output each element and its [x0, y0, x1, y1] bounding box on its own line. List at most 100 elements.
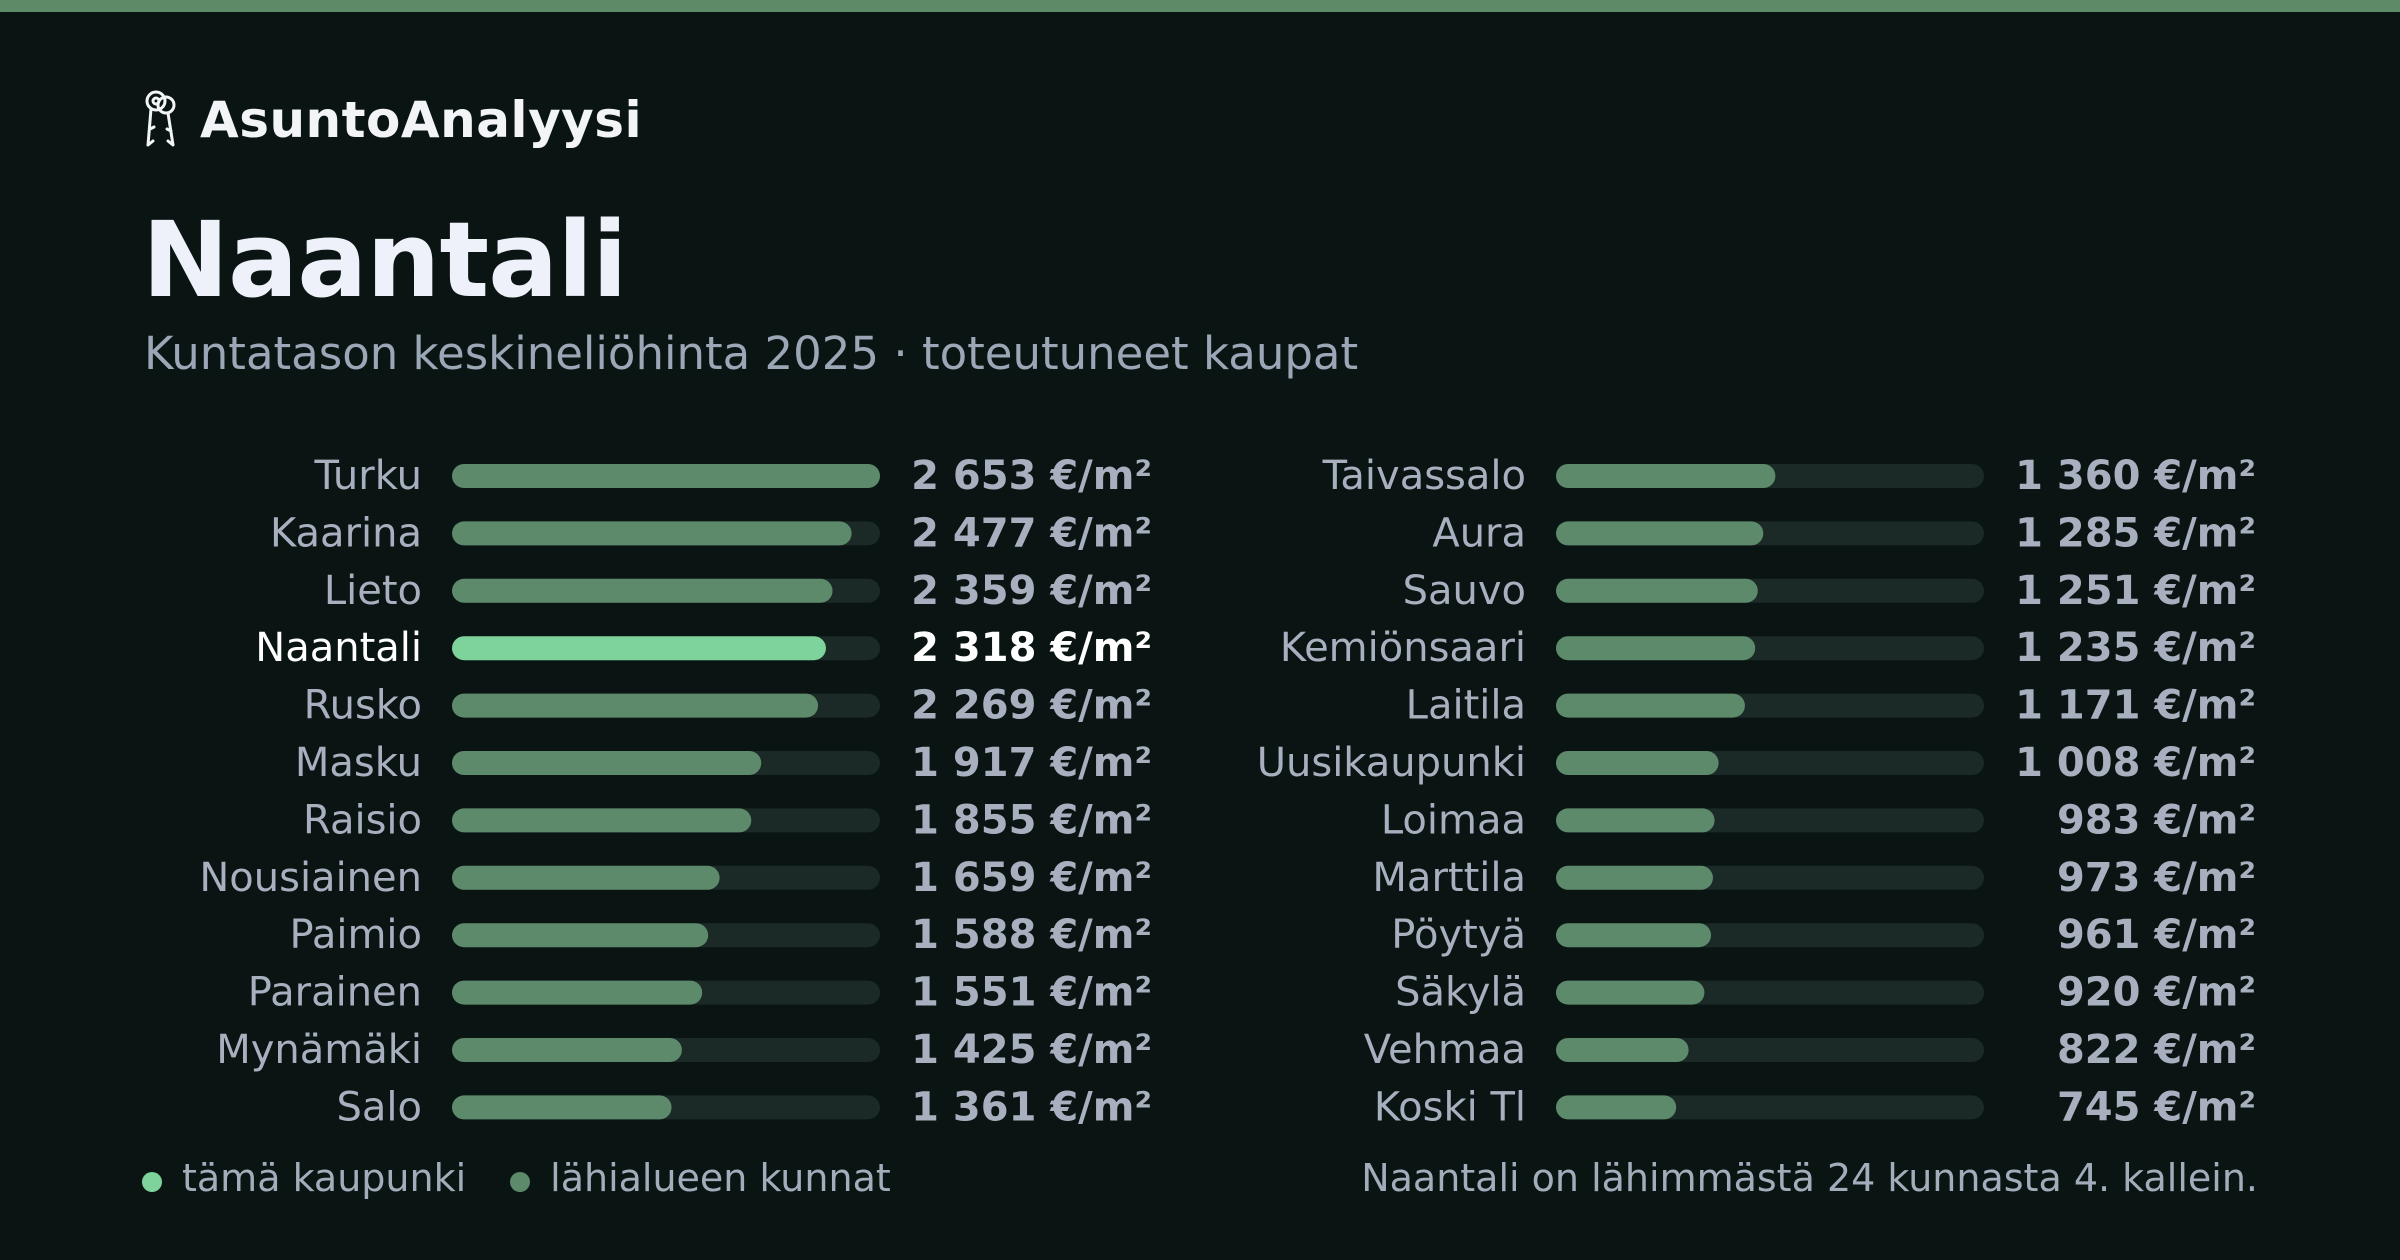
bar-row-uusikaupunki: Uusikaupunki 1 008 €/m²	[1257, 740, 2256, 786]
category-label: Turku	[314, 453, 422, 499]
legend-nearby-dot	[510, 1172, 531, 1192]
bar-row-masku: Masku 1 917 €/m²	[295, 740, 1152, 786]
bar-row-salo: Salo 1 361 €/m²	[337, 1084, 1153, 1130]
bar	[1556, 980, 1705, 1005]
bar-row-parainen: Parainen 1 551 €/m²	[248, 970, 1152, 1016]
value-label: 1 171 €/m²	[2015, 683, 2256, 729]
category-label: Loimaa	[1381, 797, 1526, 843]
value-label: 2 477 €/m²	[911, 510, 1152, 556]
category-label: Koski Tl	[1374, 1084, 1526, 1130]
bar	[452, 693, 819, 718]
value-label: 2 653 €/m²	[911, 453, 1152, 499]
bar	[1556, 1095, 1677, 1120]
bar-row-taivassalo: Taivassalo 1 360 €/m²	[1322, 453, 2256, 499]
bar	[1556, 521, 1764, 546]
legend-this-city-label: tämä kaupunki	[182, 1156, 467, 1200]
category-label: Raisio	[303, 797, 422, 843]
bar-row-sauvo: Sauvo 1 251 €/m²	[1403, 568, 2256, 614]
top-accent-stripe	[0, 0, 2400, 12]
bar-row-vehmaa: Vehmaa 822 €/m²	[1364, 1027, 2256, 1073]
value-label: 1 917 €/m²	[911, 740, 1152, 786]
bar-row-rusko: Rusko 2 269 €/m²	[304, 683, 1152, 729]
bar-row-lieto: Lieto 2 359 €/m²	[324, 568, 1152, 614]
legend-this-city-dot	[142, 1172, 162, 1192]
value-label: 961 €/m²	[2057, 912, 2256, 958]
category-label: Nousiainen	[199, 855, 422, 901]
category-label: Vehmaa	[1364, 1027, 1526, 1073]
category-label: Naantali	[255, 625, 422, 671]
bar	[452, 1038, 682, 1062]
category-label: Kemiönsaari	[1280, 625, 1526, 671]
category-label: Masku	[295, 740, 422, 786]
value-label: 920 €/m²	[2057, 970, 2256, 1016]
value-label: 1 360 €/m²	[2015, 453, 2256, 499]
bar-row-pöytyä: Pöytyä 961 €/m²	[1391, 912, 2256, 958]
bar	[452, 923, 709, 948]
bar-row-aura: Aura 1 285 €/m²	[1432, 510, 2256, 556]
bar	[1556, 923, 1712, 948]
value-label: 1 361 €/m²	[911, 1084, 1152, 1130]
bar-row-marttila: Marttila 973 €/m²	[1372, 855, 2256, 901]
brand-name: AsuntoAnalyysi	[200, 91, 643, 149]
category-label: Aura	[1432, 510, 1526, 556]
value-label: 2 318 €/m²	[911, 625, 1152, 671]
bar-row-laitila: Laitila 1 171 €/m²	[1406, 683, 2256, 729]
category-label: Säkylä	[1395, 970, 1526, 1016]
legend: tämä kaupunki lähialueen kunnat	[142, 1150, 891, 1206]
bar-row-kemiönsaari: Kemiönsaari 1 235 €/m²	[1280, 625, 2256, 671]
value-label: 1 251 €/m²	[2015, 568, 2256, 614]
bar	[1556, 751, 1719, 775]
keys-icon	[145, 90, 176, 147]
bar	[1556, 464, 1776, 488]
category-label: Uusikaupunki	[1257, 740, 1526, 786]
bar-row-loimaa: Loimaa 983 €/m²	[1381, 797, 2256, 843]
value-label: 2 359 €/m²	[911, 568, 1152, 614]
category-label: Mynämäki	[216, 1027, 422, 1073]
value-label: 1 855 €/m²	[911, 797, 1152, 843]
bar	[452, 751, 762, 775]
bar-row-koski-tl: Koski Tl 745 €/m²	[1374, 1084, 2256, 1130]
bar	[452, 521, 852, 546]
value-label: 1 551 €/m²	[911, 970, 1152, 1016]
bar	[452, 808, 752, 833]
value-label: 2 269 €/m²	[911, 683, 1152, 729]
bar-highlight	[452, 636, 826, 661]
value-label: 973 €/m²	[2057, 855, 2256, 901]
bar-row-turku: Turku 2 653 €/m²	[314, 453, 1152, 499]
bar	[1556, 865, 1713, 890]
page-title: Naantali	[142, 199, 628, 321]
bar	[1556, 808, 1715, 833]
bar-row-säkylä: Säkylä 920 €/m²	[1395, 970, 2256, 1016]
category-label: Pöytyä	[1391, 912, 1526, 958]
category-label: Kaarina	[270, 510, 422, 556]
category-label: Parainen	[248, 970, 422, 1016]
bar	[452, 578, 833, 603]
value-label: 1 588 €/m²	[911, 912, 1152, 958]
bar	[1556, 693, 1745, 718]
bar	[452, 1095, 672, 1120]
value-label: 822 €/m²	[2057, 1027, 2256, 1073]
bar	[452, 865, 720, 890]
category-label: Sauvo	[1403, 568, 1526, 614]
category-label: Paimio	[290, 912, 423, 958]
value-label: 1 008 €/m²	[2015, 740, 2256, 786]
bar	[1556, 1038, 1689, 1062]
category-label: Salo	[337, 1084, 423, 1130]
value-label: 983 €/m²	[2057, 797, 2256, 843]
value-label: 745 €/m²	[2057, 1084, 2256, 1130]
legend-nearby-label: lähialueen kunnat	[550, 1156, 891, 1200]
bar-row-nousiainen: Nousiainen 1 659 €/m²	[199, 855, 1152, 901]
bar	[452, 980, 703, 1005]
category-label: Marttila	[1372, 855, 1526, 901]
brand: AsuntoAnalyysi	[140, 88, 642, 152]
category-label: Laitila	[1406, 683, 1526, 729]
bar-row-paimio: Paimio 1 588 €/m²	[290, 912, 1153, 958]
bar	[452, 464, 880, 488]
value-label: 1 285 €/m²	[2015, 510, 2256, 556]
bar-row-mynämäki: Mynämäki 1 425 €/m²	[216, 1027, 1152, 1073]
rank-footnote: Naantali on lähimmästä 24 kunnasta 4. ka…	[1361, 1156, 2258, 1200]
category-label: Taivassalo	[1322, 453, 1526, 499]
value-label: 1 659 €/m²	[911, 855, 1152, 901]
category-label: Lieto	[324, 568, 422, 614]
